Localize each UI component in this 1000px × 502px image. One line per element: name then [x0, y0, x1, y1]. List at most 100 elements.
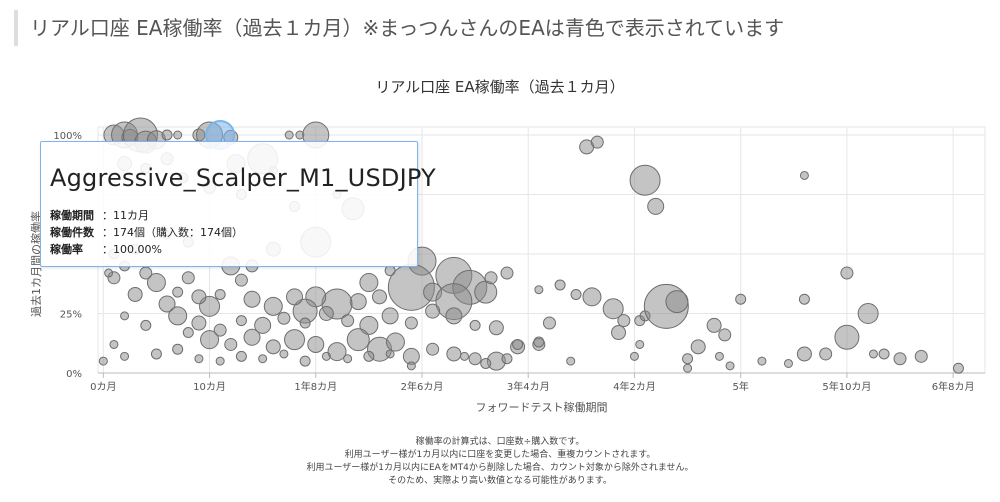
bubble-point [474, 280, 498, 304]
bubble-point [321, 351, 331, 361]
bubble-point [426, 342, 440, 356]
bubble-point [459, 351, 469, 361]
tooltip-value-period: ：11カ月 [102, 209, 149, 222]
bubble-point [263, 296, 283, 316]
tooltip-label-period: 稼働期間 [50, 209, 94, 222]
footnote-line: 稼働率の計算式は、口座数÷購入数です。 [415, 437, 585, 447]
bubble-point [277, 311, 291, 325]
bubble-point [109, 339, 119, 349]
bubble-point [799, 170, 809, 180]
bubble-point [500, 266, 514, 280]
bubble-point [893, 352, 907, 366]
footnote-line: そのため、実際より高い数値となる可能性があります。 [388, 476, 612, 486]
bubble-point [191, 289, 207, 305]
tooltip-ea-name: Aggressive_Scalper_M1_USDJPY [50, 164, 436, 192]
bubble-point [215, 356, 225, 366]
x-tick-label: 4年2カ月 [613, 380, 656, 393]
bubble-point [327, 342, 347, 362]
bubble-point [299, 355, 311, 367]
tooltip-label-rate: 稼働率 [50, 243, 83, 256]
bubble-point [554, 279, 566, 291]
bubble-point [570, 288, 582, 300]
tooltip-value-rate: ：100.00% [102, 243, 162, 256]
bubble-point [372, 289, 388, 305]
x-tick-label: 6年8カ月 [932, 380, 975, 393]
bubble-point [735, 293, 747, 305]
bubble-point [146, 273, 166, 293]
bubble-point [611, 325, 627, 341]
bubble-point [120, 311, 130, 321]
bubble-point [683, 363, 693, 373]
x-tick-label: 5年 [732, 380, 748, 393]
bubble-point [98, 356, 108, 366]
bubble-point [234, 273, 248, 287]
bubble-point [488, 320, 504, 336]
bubble-point [533, 336, 545, 348]
bubble-point [952, 362, 964, 374]
bubble-point [534, 285, 544, 295]
footnote-line: 利用ユーザー様が1カ月以内にEAをMT4から削除した場合、カウント対象から除外さ… [306, 463, 694, 473]
bubble-point [194, 354, 204, 364]
bubble-point [868, 349, 878, 359]
bubble-point [224, 337, 238, 351]
bubble-point [406, 361, 416, 371]
bubble-point [468, 352, 482, 366]
chart-tooltip: Aggressive_Scalper_M1_USDJPY 稼働期間 ：11カ月 稼… [40, 141, 436, 267]
y-tick-label: 0% [66, 369, 82, 380]
bubble-point [878, 348, 890, 360]
y-axis-title: 過去1カ月間の稼働率 [29, 211, 43, 317]
bubble-point [284, 329, 306, 351]
tooltip-value-count: ：174個（購入数：174個） [102, 226, 243, 239]
y-tick-label: 25% [60, 310, 82, 321]
bubble-point [796, 346, 812, 362]
bubble-point [718, 328, 732, 342]
bubble-point [127, 286, 143, 302]
bubble-point [590, 135, 604, 149]
x-tick-label: 0カ月 [90, 381, 116, 393]
bubble-point [602, 298, 624, 320]
x-tick-label: 2年6カ月 [401, 380, 444, 393]
bubble-point [349, 293, 367, 311]
bubble-point [214, 288, 226, 300]
bubble-point [168, 306, 188, 326]
bubble-point [182, 327, 194, 339]
bubble-point [384, 265, 396, 277]
bubble-point [172, 286, 184, 298]
bubble-point [446, 346, 462, 362]
bubble-point [582, 287, 602, 307]
bubble-point [647, 197, 665, 215]
bubble-point [299, 317, 311, 329]
bubble-point [173, 130, 183, 140]
bubble-point [617, 314, 631, 328]
bubble-point [359, 273, 379, 293]
bubble-point [834, 324, 860, 350]
page-heading: リアル口座 EA稼働率（過去１カ月）※まっつんさんのEAは青色で表示されています [14, 10, 784, 46]
bubble-point [566, 356, 576, 366]
bubble-point [629, 351, 639, 361]
x-axis-title: フォワードテスト稼働期間 [476, 400, 608, 414]
bubble-point [819, 347, 833, 361]
bubble-point [629, 164, 661, 196]
y-tick-label: 100% [53, 131, 82, 142]
bubble-point [690, 339, 706, 355]
bubble-point [484, 271, 498, 285]
bubble-point [284, 130, 294, 140]
tooltip-row-period: 稼働期間 ：11カ月 [50, 207, 243, 224]
chart-title: リアル口座 EA稼働率（過去１カ月） [375, 78, 625, 96]
bubble-point [120, 351, 130, 361]
bubble-point [425, 303, 441, 319]
bubble-point [158, 295, 176, 313]
bubble-point [798, 293, 810, 305]
bubble-point [279, 349, 289, 359]
bubble-point [359, 315, 379, 335]
bubble-point [840, 266, 854, 280]
bubble-point [254, 316, 272, 334]
bubble-point [243, 328, 261, 346]
bubble-point [363, 350, 375, 362]
bubble-point [469, 319, 481, 331]
bubble-point [665, 290, 689, 314]
bubble-point [235, 315, 247, 327]
tooltip-label-count: 稼働件数 [50, 226, 94, 239]
bubble-point [140, 319, 152, 331]
bubble-point [682, 353, 694, 365]
